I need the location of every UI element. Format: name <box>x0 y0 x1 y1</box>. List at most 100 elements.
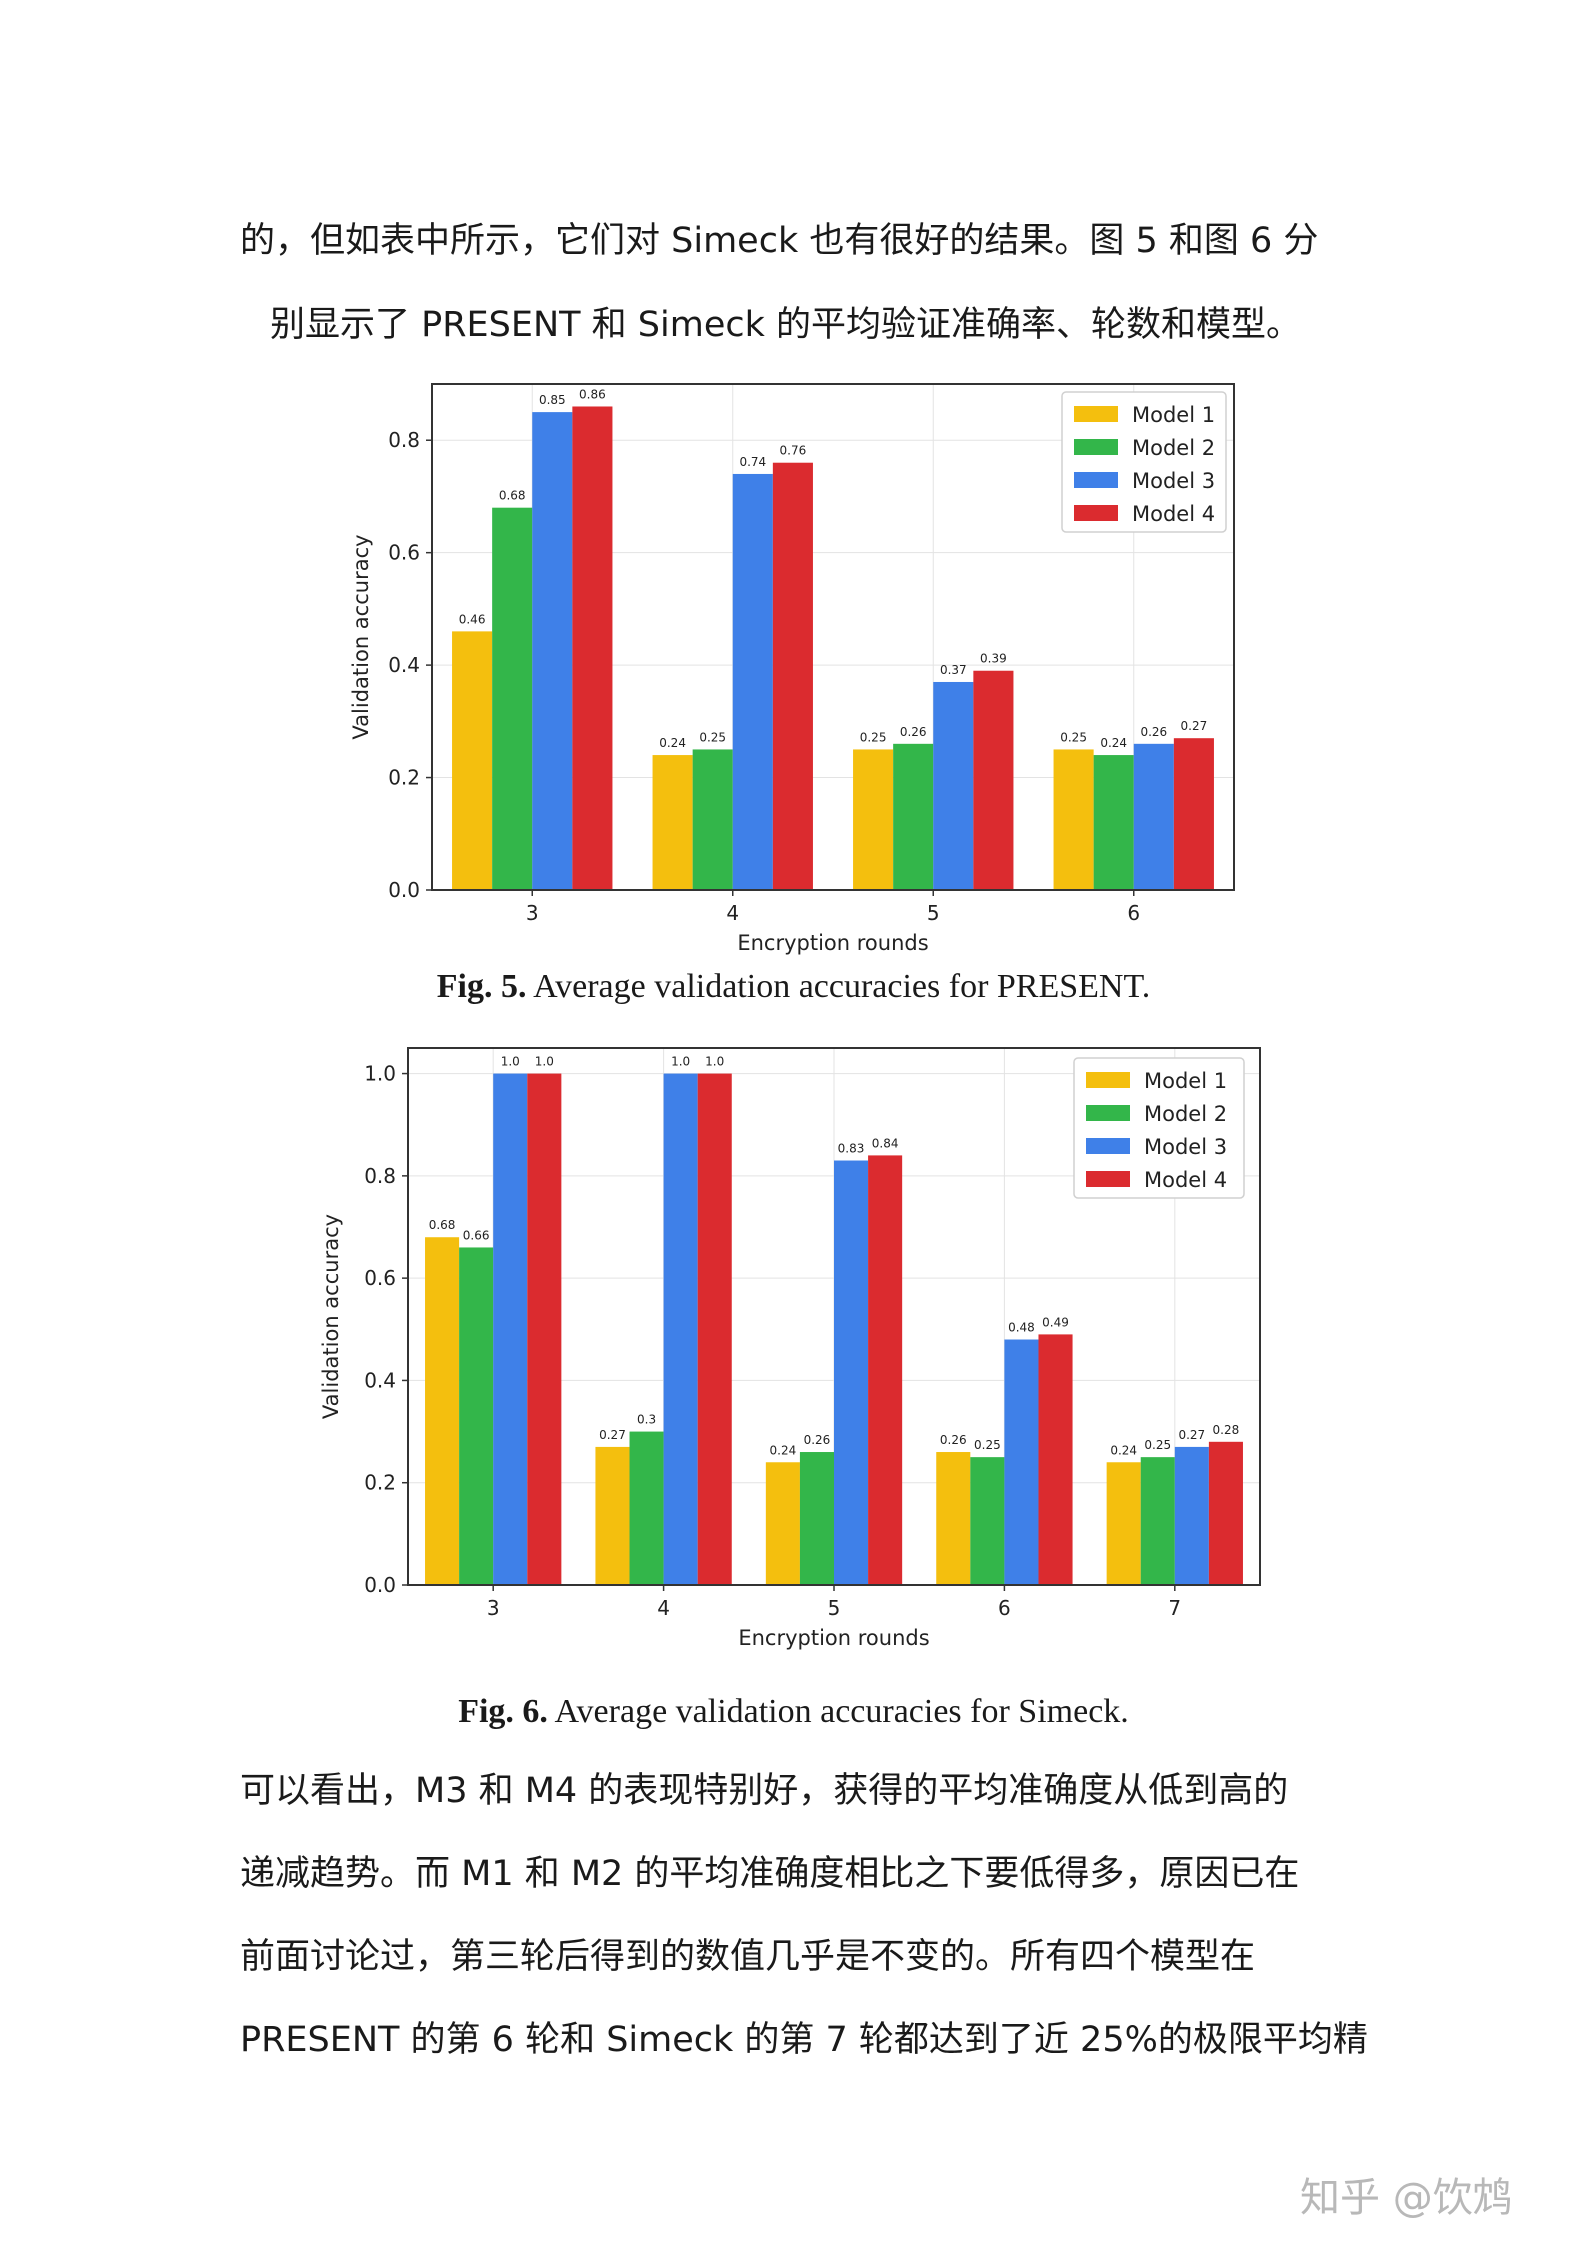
bar-model-2 <box>692 749 733 890</box>
legend-label: Model 2 <box>1144 1102 1227 1126</box>
bar-model-2 <box>459 1247 494 1585</box>
bar-model-2 <box>970 1457 1005 1585</box>
y-axis-label: Validation accuracy <box>349 534 373 739</box>
bar-model-3 <box>663 1073 698 1585</box>
paragraph-line: PRESENT 的第 6 轮和 Simeck 的第 7 轮都达到了近 25%的极… <box>240 2020 1368 2060</box>
bar-model-1 <box>1053 749 1094 890</box>
legend-label: Model 2 <box>1132 436 1215 460</box>
legend-swatch <box>1074 505 1118 521</box>
bar-model-4 <box>868 1155 903 1585</box>
x-tick-label: 5 <box>828 1596 841 1620</box>
watermark: 知乎 @饮鸩 <box>1300 2175 1513 2221</box>
y-tick-label: 0.2 <box>388 766 420 790</box>
data-label: 0.24 <box>1100 736 1127 750</box>
plot-frame <box>431 383 1235 891</box>
bar-model-4 <box>772 462 813 890</box>
data-label: 0.86 <box>579 387 606 401</box>
legend-swatch <box>1074 439 1118 455</box>
data-label: 0.3 <box>637 1413 656 1427</box>
data-label: 0.24 <box>770 1443 797 1457</box>
figure-6: 0.0 0.2 0.4 0.6 0.8 1.0 0.68 0.27 0.24 0.26 0.24 0.… <box>300 1040 1270 1664</box>
figure-6-text: Average validation accuracies for Simeck… <box>547 1693 1129 1730</box>
y-tick-label: 0.0 <box>388 878 420 902</box>
y-tick-label: 0.2 <box>364 1471 396 1495</box>
y-tick-label: 0.6 <box>388 541 420 565</box>
data-label: 0.28 <box>1213 1423 1240 1437</box>
bar-model-4 <box>572 406 613 890</box>
figure-5: 0.0 0.2 0.4 0.6 0.8 0.46 0.24 0.25 0.25 0.68 0.25 0… <box>330 368 1260 972</box>
data-label: 0.26 <box>940 1433 967 1447</box>
x-tick-label: 3 <box>526 901 539 925</box>
bar-model-1 <box>452 631 493 890</box>
legend-box <box>1061 391 1227 533</box>
bar-model-2 <box>492 507 533 890</box>
bar-model-1 <box>1106 1462 1141 1585</box>
bar-model-4 <box>697 1073 732 1585</box>
legend-label: Model 1 <box>1144 1069 1227 1093</box>
legend-swatch <box>1086 1171 1130 1187</box>
data-label: 0.25 <box>1144 1438 1171 1452</box>
data-label: 1.0 <box>535 1055 554 1069</box>
x-tick-label: 5 <box>927 901 940 925</box>
bar-model-2 <box>1140 1457 1175 1585</box>
data-label: 0.27 <box>599 1428 626 1442</box>
data-label: 0.66 <box>463 1228 490 1242</box>
bar-model-2 <box>893 743 934 890</box>
y-tick-label: 0.4 <box>388 653 420 677</box>
bar-model-1 <box>595 1446 630 1585</box>
legend-swatch <box>1086 1138 1130 1154</box>
legend-label: Model 1 <box>1132 403 1215 427</box>
legend-swatch <box>1086 1072 1130 1088</box>
data-label: 1.0 <box>671 1055 690 1069</box>
x-tick-label: 7 <box>1168 1596 1181 1620</box>
data-label: 0.26 <box>900 725 927 739</box>
data-label: 0.25 <box>974 1438 1001 1452</box>
bar-model-1 <box>652 755 693 890</box>
bar-model-1 <box>853 749 894 890</box>
legend-box <box>1073 1057 1245 1199</box>
data-label: 0.85 <box>539 393 566 407</box>
data-label: 0.26 <box>804 1433 831 1447</box>
legend-label: Model 4 <box>1132 502 1215 526</box>
legend-swatch <box>1074 472 1118 488</box>
data-label: 0.83 <box>838 1142 865 1156</box>
y-tick-label: 1.0 <box>364 1062 396 1086</box>
data-label: 0.25 <box>860 730 887 744</box>
y-axis-label: Validation accuracy <box>319 1214 343 1419</box>
data-label: 0.68 <box>499 489 526 503</box>
bar-model-3 <box>493 1073 528 1585</box>
bar-model-3 <box>1174 1446 1209 1585</box>
data-label: 0.84 <box>872 1136 899 1150</box>
chart-simeck: 0.0 0.2 0.4 0.6 0.8 1.0 0.68 0.27 0.24 0.26 0.24 0.… <box>319 1047 1261 1650</box>
chart-present: 0.0 0.2 0.4 0.6 0.8 0.46 0.24 0.25 0.25 0.68 0.25 0… <box>349 383 1235 955</box>
data-label: 1.0 <box>501 1055 520 1069</box>
paragraph-line: 可以看出，M3 和 M4 的表现特别好，获得的平均准确度从低到高的 <box>240 1771 1289 1811</box>
data-label: 0.37 <box>940 663 967 677</box>
y-tick-label: 0.8 <box>388 428 420 452</box>
legend-swatch <box>1074 406 1118 422</box>
bar-model-2 <box>799 1452 834 1585</box>
data-label: 0.27 <box>1181 719 1208 733</box>
data-label: 0.74 <box>739 455 766 469</box>
bar-model-3 <box>933 681 974 890</box>
y-tick-label: 0.4 <box>364 1368 396 1392</box>
data-label: 0.76 <box>780 444 807 458</box>
data-label: 0.46 <box>459 612 486 626</box>
legend-label: Model 3 <box>1144 1135 1227 1159</box>
bar-model-1 <box>936 1452 971 1585</box>
paragraph-line: 别显示了 PRESENT 和 Simeck 的平均验证准确率、轮数和模型。 <box>270 305 1302 345</box>
data-label: 0.68 <box>429 1218 456 1232</box>
y-tick-label: 0.8 <box>364 1164 396 1188</box>
bar-model-4 <box>1173 738 1214 890</box>
data-label: 0.24 <box>1110 1443 1137 1457</box>
bar-model-4 <box>527 1073 562 1585</box>
x-tick-label: 3 <box>487 1596 500 1620</box>
figure-5-caption: Fig. 5. Average validation accuracies fo… <box>0 968 1587 1006</box>
data-label: 1.0 <box>705 1055 724 1069</box>
data-label: 0.48 <box>1008 1321 1035 1335</box>
data-label: 0.24 <box>659 736 686 750</box>
data-label: 0.25 <box>1060 730 1087 744</box>
paragraph-line: 的，但如表中所示，它们对 Simeck 也有很好的结果。图 5 和图 6 分 <box>240 221 1319 261</box>
x-tick-label: 6 <box>1127 901 1140 925</box>
bar-model-4 <box>1208 1441 1243 1585</box>
